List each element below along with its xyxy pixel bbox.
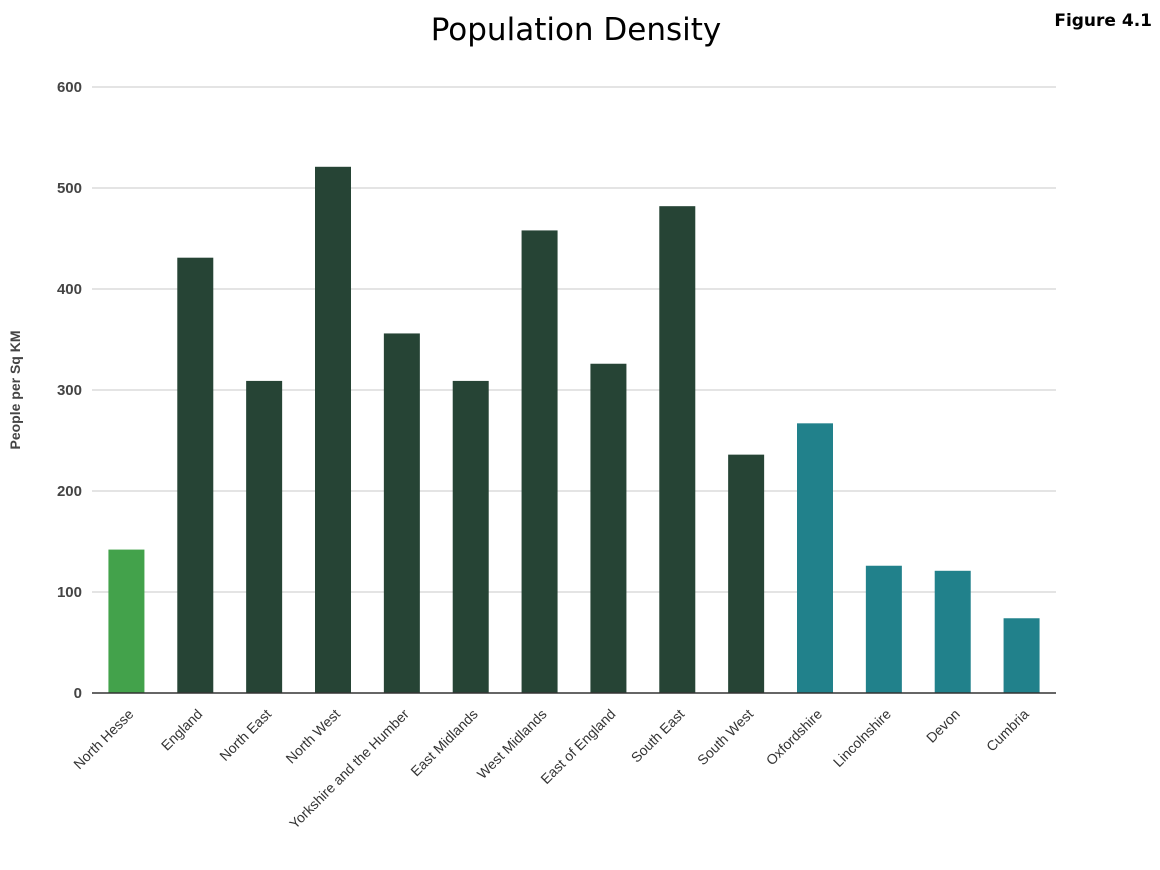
chart-title: Population Density (431, 12, 722, 48)
y-tick-label: 300 (57, 382, 82, 399)
bar-south-east (659, 206, 696, 693)
x-tick-label: West Midlands (474, 706, 550, 782)
bar-england (177, 257, 214, 693)
x-tick-label: North West (282, 706, 343, 767)
gridlines (92, 86, 1056, 593)
bar-east-midlands (452, 380, 489, 693)
bars (108, 166, 1040, 694)
x-tick-label: Oxfordshire (763, 706, 826, 769)
bar-yorkshire-and-the-humber (383, 333, 420, 693)
x-tick-label: Devon (923, 706, 963, 746)
y-tick-label: 600 (57, 79, 82, 96)
x-tick-label: Lincolnshire (830, 706, 894, 770)
x-tick-label: Yorkshire and the Humber (286, 706, 412, 832)
y-axis-label: People per Sq KM (7, 330, 23, 449)
x-tick-label: East of England (537, 706, 618, 787)
bar-east-of-england (590, 363, 627, 693)
x-tick-label: South West (694, 706, 756, 768)
x-tick-label: North Hesse (70, 706, 136, 772)
y-tick-label: 500 (57, 180, 82, 197)
y-tick-label: 400 (57, 281, 82, 298)
bar-cumbria (1003, 618, 1040, 693)
y-tick-label: 0 (74, 685, 82, 702)
x-tick-label: South East (628, 706, 688, 766)
bar-lincolnshire (865, 565, 902, 693)
figure-label: Figure 4.1 (1054, 11, 1152, 31)
y-axis-ticks: 0 100 200 300 400 500 600 (57, 79, 82, 702)
x-tick-label: North East (216, 706, 274, 764)
x-tick-label: East Midlands (407, 706, 480, 779)
bar-devon (934, 570, 971, 693)
bar-south-west (728, 454, 765, 693)
bar-north-east (246, 380, 283, 693)
bar-west-midlands (521, 230, 558, 694)
x-tick-label: Cumbria (983, 706, 1032, 755)
bar-oxfordshire (797, 423, 833, 693)
y-tick-label: 100 (57, 584, 82, 601)
y-tick-label: 200 (57, 483, 82, 500)
x-tick-label: England (158, 706, 206, 754)
bar-north-west (315, 166, 351, 694)
x-axis-ticks: North Hesse England North East North WestYo… (70, 706, 1032, 832)
bar-north-hesse (108, 549, 145, 693)
